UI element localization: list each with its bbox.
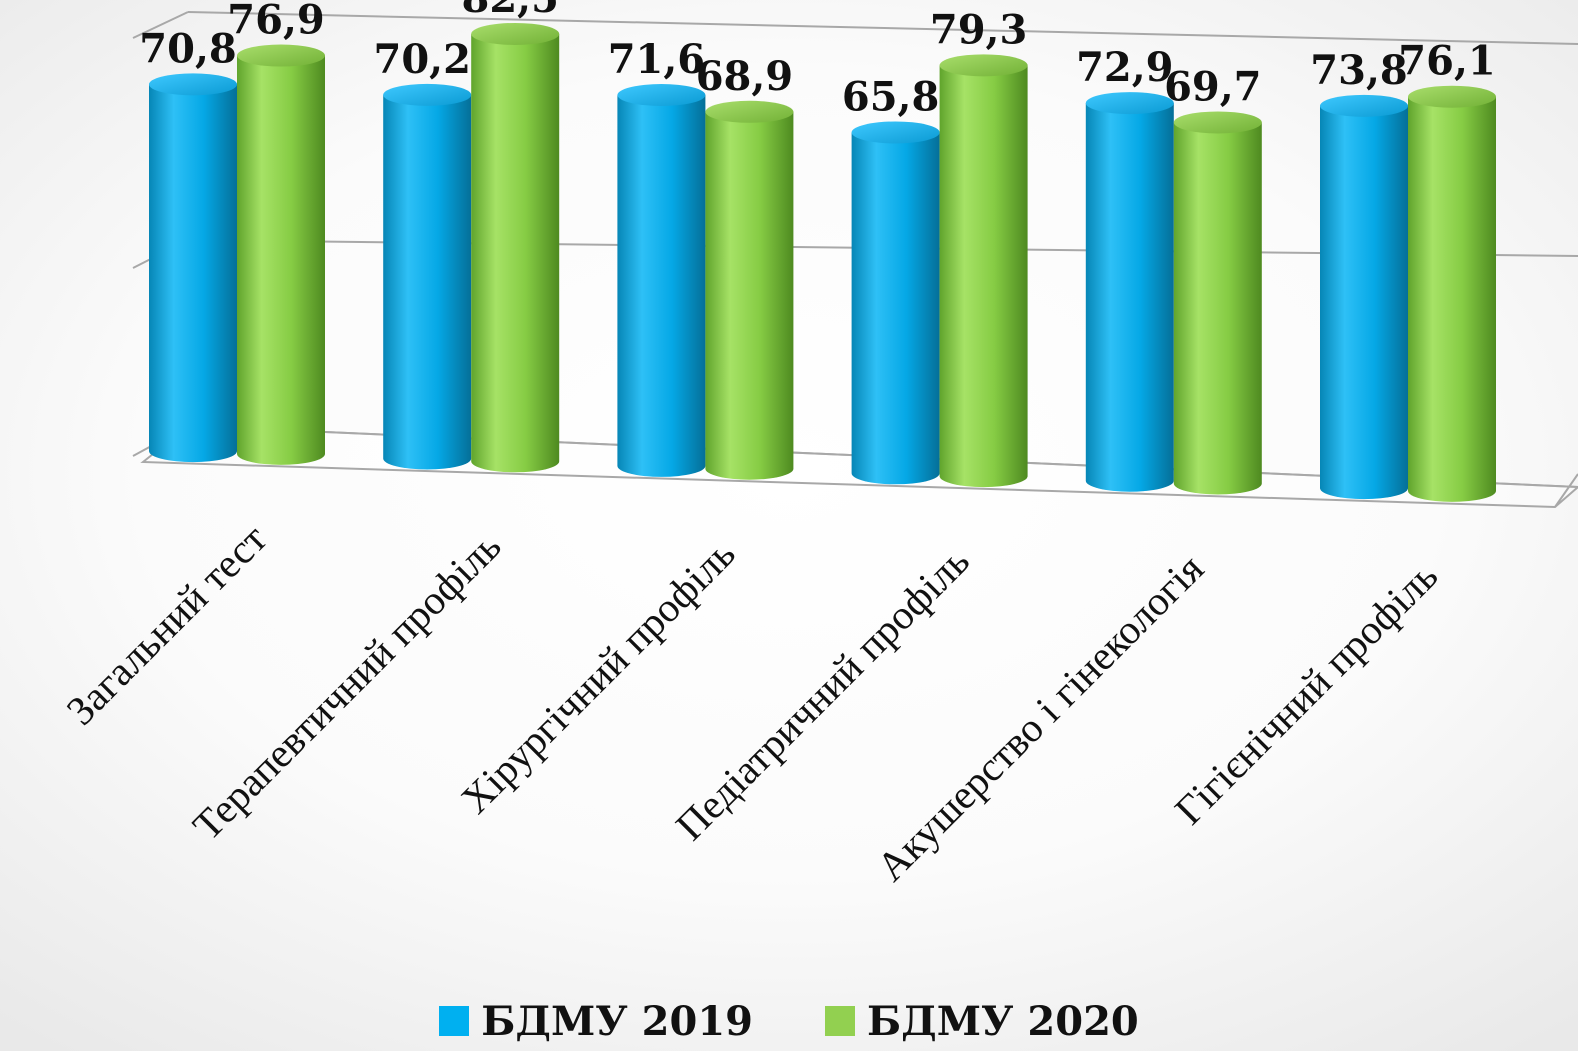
floor-right-edge (1554, 473, 1578, 508)
value-label-0-4: 72,9 (1076, 44, 1173, 91)
category-label-5: Гігієнічний профіль (1166, 552, 1447, 833)
bar-top-1-5 (1408, 85, 1496, 108)
bar-body-1-5 (1408, 96, 1496, 502)
value-label-0-3: 65,8 (842, 73, 939, 120)
bar-body-0-0 (149, 84, 237, 463)
value-label-1-2: 68,9 (696, 53, 793, 100)
bar-top-1-3 (939, 54, 1028, 77)
legend-item-series-1: БДМУ 2020 (825, 998, 1139, 1045)
legend-swatch-series-1 (825, 1006, 855, 1036)
value-label-0-5: 73,8 (1310, 47, 1407, 94)
bar-top-0-1 (383, 83, 472, 106)
value-label-1-5: 76,1 (1398, 38, 1495, 85)
legend: БДМУ 2019 БДМУ 2020 (0, 994, 1578, 1048)
bar-1-4 (1173, 111, 1262, 495)
bar-body-0-3 (851, 132, 940, 485)
bar-0-2 (617, 84, 706, 477)
legend-item-series-0: БДМУ 2019 (439, 998, 753, 1045)
bar-body-1-3 (939, 65, 1028, 488)
bar-0-1 (383, 83, 472, 470)
legend-label-series-0: БДМУ 2019 (481, 997, 753, 1045)
bar-0-4 (1085, 92, 1174, 492)
bar-1-5 (1408, 85, 1496, 502)
legend-swatch-series-0 (439, 1006, 470, 1036)
bars (149, 22, 1496, 502)
value-labels: 70,876,9 70,2 82,5 71,668,9 65,8 79,3 72,969,7… (139, 0, 1495, 120)
value-label-1-3: 79,3 (930, 6, 1027, 53)
bar-body-1-4 (1173, 122, 1262, 495)
bar-top-0-4 (1085, 92, 1174, 115)
gridline-back-2 (187, 11, 1578, 45)
legend-label-series-1: БДМУ 2020 (867, 997, 1139, 1045)
value-label-1-1: 82,5 (461, 0, 558, 22)
bar-body-0-2 (617, 95, 706, 477)
bar-top-0-5 (1320, 94, 1408, 117)
bar-body-0-5 (1320, 105, 1408, 500)
bar-top-0-0 (149, 73, 237, 96)
category-label-2: Хірургічний профіль (452, 530, 744, 822)
value-label-1-4: 69,7 (1164, 63, 1261, 110)
bar-top-1-2 (705, 100, 794, 123)
bar-body-1-2 (705, 111, 794, 480)
bar-1-2 (705, 100, 794, 480)
bar-top-1-1 (471, 22, 560, 45)
bar-body-0-1 (383, 94, 472, 470)
value-label-0-0: 70,8 (139, 25, 236, 72)
value-label-1-0: 76,9 (227, 0, 324, 44)
value-label-0-1: 70,2 (373, 36, 470, 83)
bar-top-0-2 (617, 84, 706, 107)
bar-1-1 (471, 22, 560, 473)
value-label-0-2: 71,6 (608, 36, 705, 83)
bar-0-0 (149, 73, 237, 463)
bar-top-1-4 (1173, 111, 1262, 134)
bar-body-0-4 (1085, 103, 1174, 492)
bar-1-3 (939, 54, 1028, 488)
bar-0-3 (851, 121, 940, 485)
bar-top-0-3 (851, 121, 940, 144)
bar-0-5 (1320, 94, 1408, 500)
bar-body-1-0 (237, 55, 325, 465)
category-label-0: Загальний тест (57, 515, 275, 733)
bar-body-1-1 (471, 33, 560, 473)
gridline-side-2 (132, 11, 189, 39)
bar-1-0 (237, 44, 325, 465)
bar-top-1-0 (237, 44, 325, 67)
